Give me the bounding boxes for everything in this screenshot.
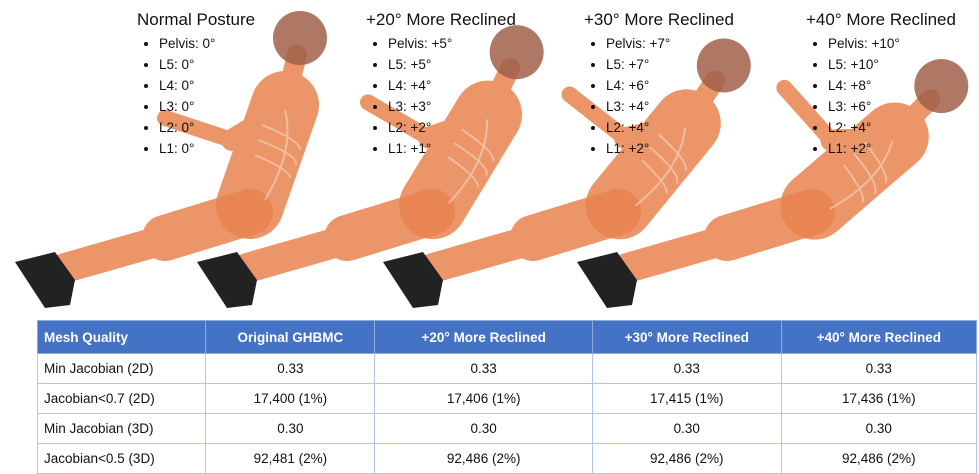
header-cell: Mesh Quality <box>38 321 206 354</box>
angle-item: L1: +2° <box>828 138 956 159</box>
angle-list: Pelvis: +5°L5: +5°L4: +4°L3: +3°L2: +2°L… <box>366 33 516 159</box>
header-cell: Original GHBMC <box>206 321 375 354</box>
table-cell: Min Jacobian (3D) <box>38 414 206 444</box>
angle-item: L4: +6° <box>606 75 734 96</box>
angle-item: Pelvis: +5° <box>388 33 516 54</box>
angle-item: L3: +4° <box>606 96 734 117</box>
table-cell: 92,486 (2%) <box>781 444 976 474</box>
angle-item: L4: +4° <box>388 75 516 96</box>
angle-item: L4: 0° <box>159 75 255 96</box>
table-row: Jacobian<0.5 (3D)92,481 (2%)92,486 (2%)9… <box>38 444 977 474</box>
angle-item: L1: +1° <box>388 138 516 159</box>
table-cell: 17,436 (1%) <box>781 384 976 414</box>
angle-list: Pelvis: +7°L5: +7°L4: +6°L3: +4°L2: +4°L… <box>584 33 734 159</box>
table-cell: 17,406 (1%) <box>375 384 593 414</box>
angle-item: L3: 0° <box>159 96 255 117</box>
angle-item: L3: +3° <box>388 96 516 117</box>
table-cell: 0.33 <box>781 354 976 384</box>
table-cell: 0.33 <box>592 354 781 384</box>
table-cell: 17,400 (1%) <box>206 384 375 414</box>
table-cell: 92,481 (2%) <box>206 444 375 474</box>
angle-item: L3: +6° <box>828 96 956 117</box>
angle-item: Pelvis: +10° <box>828 33 956 54</box>
table-cell: 17,415 (1%) <box>592 384 781 414</box>
posture-block: +40° More Reclined Pelvis: +10°L5: +10°L4… <box>806 10 956 159</box>
posture-title: +30° More Reclined <box>584 10 734 30</box>
angle-list: Pelvis: +10°L5: +10°L4: +8°L3: +6°L2: +4… <box>806 33 956 159</box>
table-cell: 92,486 (2%) <box>375 444 593 474</box>
angle-item: L5: +5° <box>388 54 516 75</box>
table-cell: Jacobian<0.7 (2D) <box>38 384 206 414</box>
table-cell: 0.33 <box>375 354 593 384</box>
angle-item: L5: +7° <box>606 54 734 75</box>
angle-item: L2: 0° <box>159 117 255 138</box>
angle-item: Pelvis: 0° <box>159 33 255 54</box>
posture-title: Normal Posture <box>137 10 255 30</box>
angle-item: L2: +4° <box>828 117 956 138</box>
angle-item: L5: 0° <box>159 54 255 75</box>
angle-list: Pelvis: 0°L5: 0°L4: 0°L3: 0°L2: 0°L1: 0° <box>137 33 255 159</box>
table-cell: 0.30 <box>206 414 375 444</box>
angle-item: L5: +10° <box>828 54 956 75</box>
posture-block: Normal Posture Pelvis: 0°L5: 0°L4: 0°L3: … <box>137 10 255 159</box>
table-cell: 0.33 <box>206 354 375 384</box>
posture-block: +20° More Reclined Pelvis: +5°L5: +5°L4: … <box>366 10 516 159</box>
angle-item: L2: +2° <box>388 117 516 138</box>
posture-block: +30° More Reclined Pelvis: +7°L5: +7°L4: … <box>584 10 734 159</box>
posture-title: +20° More Reclined <box>366 10 516 30</box>
angle-item: L4: +8° <box>828 75 956 96</box>
table-cell: 0.30 <box>781 414 976 444</box>
angle-item: L1: +2° <box>606 138 734 159</box>
table-row: Jacobian<0.7 (2D)17,400 (1%)17,406 (1%)1… <box>38 384 977 414</box>
table-cell: 0.30 <box>375 414 593 444</box>
header-cell: +30° More Reclined <box>592 321 781 354</box>
angle-item: L1: 0° <box>159 138 255 159</box>
table-cell: Jacobian<0.5 (3D) <box>38 444 206 474</box>
header-cell: +40° More Reclined <box>781 321 976 354</box>
angle-item: L2: +4° <box>606 117 734 138</box>
header-cell: +20° More Reclined <box>375 321 593 354</box>
angle-item: Pelvis: +7° <box>606 33 734 54</box>
figure: Normal PosturePelvis: 0°L5: 0°L4: 0°L3: … <box>0 0 979 463</box>
posture-title: +40° More Reclined <box>806 10 956 30</box>
table-cell: 92,486 (2%) <box>592 444 781 474</box>
table-cell: 0.30 <box>592 414 781 444</box>
table-cell: Min Jacobian (2D) <box>38 354 206 384</box>
